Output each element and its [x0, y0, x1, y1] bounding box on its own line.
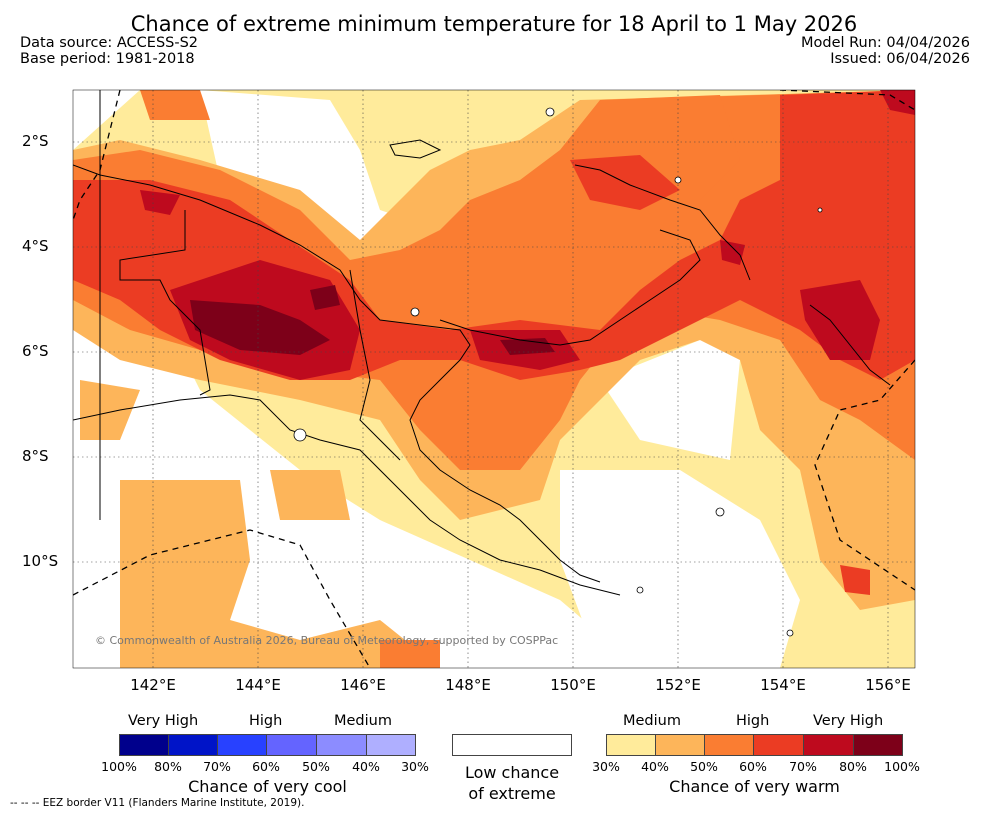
legend-warm-tick: 60%: [739, 759, 767, 774]
legend-warm-level: Medium: [623, 713, 681, 729]
legend-neutral-caption-2: of extreme: [468, 784, 556, 803]
legend-warm-tick: 30%: [592, 759, 620, 774]
lat-label: 8°S: [22, 447, 49, 465]
zone-warm-40: [270, 470, 350, 520]
legend-cool-tick: 40%: [352, 759, 380, 774]
lon-label: 144°E: [235, 676, 281, 694]
legend-cool-tick: 100%: [101, 759, 137, 774]
run-info: Model Run: 04/04/2026 Issued: 06/04/2026: [801, 35, 970, 67]
legend-cool-swatch: [168, 734, 218, 756]
issued-date: Issued: 06/04/2026: [830, 51, 970, 67]
zone-low-chance: [560, 470, 800, 668]
zone-warm-70: [140, 190, 180, 215]
zone-warm-60: [840, 565, 870, 595]
legend-warm-tick: 40%: [641, 759, 669, 774]
lat-label: 6°S: [22, 342, 49, 360]
map-title: Chance of extreme minimum temperature fo…: [130, 12, 858, 36]
model-run: Model Run: 04/04/2026: [800, 35, 970, 51]
lon-label: 152°E: [655, 676, 701, 694]
lat-label: 10°S: [22, 552, 59, 570]
zone-warm-80: [190, 300, 330, 355]
legend-warm-swatch: [704, 734, 754, 756]
base-period: Base period: 1981-2018: [20, 51, 195, 67]
zone-warm-40: [120, 480, 440, 668]
lon-label: 150°E: [550, 676, 596, 694]
legend-cool-swatch: [266, 734, 317, 756]
legend-cool-tick: 70%: [203, 759, 231, 774]
legend-cool-level: Very High: [128, 713, 199, 729]
data-source: Data source: ACCESS-S2: [20, 35, 199, 51]
legend-cool-swatch: [217, 734, 267, 756]
legend-warm-caption: Chance of very warm: [669, 777, 840, 796]
legend-warm-swatch: [606, 734, 656, 756]
zone-warm-70: [800, 280, 880, 360]
lat-label: 2°S: [22, 132, 49, 150]
zone-warm-40: [80, 380, 140, 440]
islands: [293, 107, 823, 637]
legend-cool-swatch: [366, 734, 416, 756]
zone-warm-80: [310, 285, 340, 310]
map-frame: [72, 89, 916, 669]
coastline: [73, 90, 891, 596]
legend-warm-tick: 50%: [690, 759, 718, 774]
graticule: [73, 90, 915, 668]
legend-cool-tick: 60%: [252, 759, 280, 774]
lon-label: 146°E: [340, 676, 386, 694]
legend-cool-swatch: [316, 734, 367, 756]
legend-cool-swatch: [119, 734, 169, 756]
lon-label: 156°E: [865, 676, 911, 694]
legend-warm-tick: 100%: [884, 759, 920, 774]
legend-warm-swatch: [655, 734, 705, 756]
probability-field: [73, 90, 915, 668]
legend-warm-tick: 80%: [839, 759, 867, 774]
legend-cool-tick: 30%: [401, 759, 429, 774]
lon-label: 148°E: [445, 676, 491, 694]
eez-border: [73, 90, 915, 668]
copyright-notice: © Commonwealth of Australia 2026, Bureau…: [95, 634, 559, 647]
zone-low-chance: [600, 340, 740, 460]
zone-warm-50: [140, 90, 210, 120]
legend-warm-swatch: [853, 734, 903, 756]
legend-warm-tick: 70%: [789, 759, 817, 774]
eez-footnote: -- -- -- EEZ border V11 (Flanders Marine…: [10, 797, 305, 809]
lon-label: 154°E: [760, 676, 806, 694]
legend-warm-level: Very High: [813, 713, 884, 729]
legend-cool-tick: 50%: [302, 759, 330, 774]
zone-warm-70: [880, 90, 915, 115]
legend-cool-tick: 80%: [154, 759, 182, 774]
legend-cool-level: Medium: [334, 713, 392, 729]
legend-warm-level: High: [736, 713, 770, 729]
legend-warm-swatch: [803, 734, 854, 756]
zone-warm-70: [720, 240, 745, 265]
lat-label: 4°S: [22, 237, 49, 255]
legend-neutral-swatch: [452, 734, 572, 756]
legend-cool-level: High: [249, 713, 283, 729]
data-info: Data source: ACCESS-S2 Base period: 1981…: [20, 35, 198, 67]
lon-label: 142°E: [130, 676, 176, 694]
zone-warm-50: [380, 640, 440, 668]
legend-warm-swatch: [753, 734, 804, 756]
legend-cool-caption: Chance of very cool: [188, 777, 347, 796]
legend-neutral-caption-1: Low chance: [464, 763, 560, 782]
